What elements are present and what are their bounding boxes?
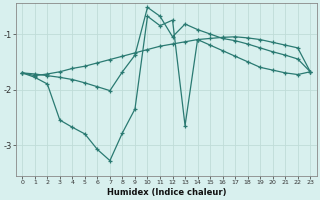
X-axis label: Humidex (Indice chaleur): Humidex (Indice chaleur)	[107, 188, 226, 197]
